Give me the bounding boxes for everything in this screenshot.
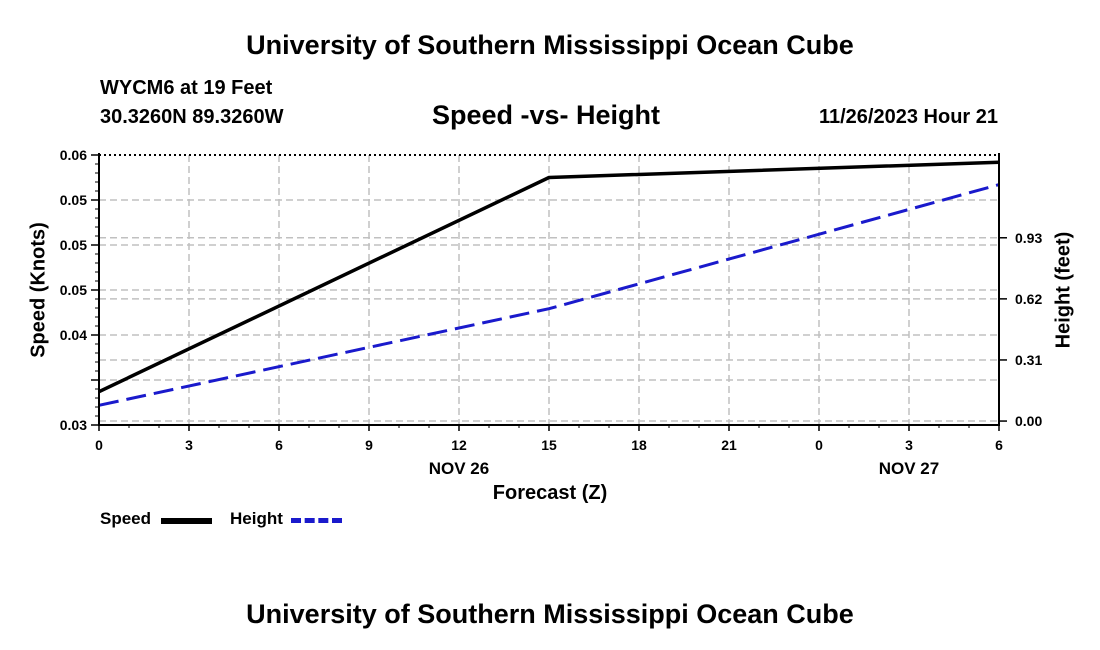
y-tick-label: 0.06 bbox=[60, 147, 87, 163]
series-line-height bbox=[98, 183, 1000, 407]
y-tick-label: 0.05 bbox=[60, 282, 87, 298]
grid bbox=[99, 155, 999, 425]
y2-tick-label: 0.00 bbox=[1015, 413, 1042, 429]
coordinates-label: 30.3260N 89.3260W bbox=[100, 106, 284, 128]
x-date-label: NOV 27 bbox=[879, 459, 939, 478]
footer-title: University of Southern Mississippi Ocean… bbox=[246, 599, 854, 629]
y-tick-label: 0.04 bbox=[60, 327, 87, 343]
station-label: WYCM6 at 19 Feet bbox=[100, 77, 273, 99]
x-tick-label: 3 bbox=[905, 437, 913, 453]
x-tick-label: 0 bbox=[95, 437, 103, 453]
x-tick-label: 6 bbox=[995, 437, 1003, 453]
y2-tick-label: 0.62 bbox=[1015, 291, 1042, 307]
x-tick-label: 3 bbox=[185, 437, 193, 453]
axes bbox=[91, 153, 1007, 431]
datestamp: 11/26/2023 Hour 21 bbox=[818, 106, 998, 128]
x-tick-label: 15 bbox=[541, 437, 557, 453]
y2-tick-label: 0.93 bbox=[1015, 230, 1042, 246]
legend-label-height: Height bbox=[230, 509, 283, 528]
y-tick-label: 0.05 bbox=[60, 192, 87, 208]
series-line-speed bbox=[98, 160, 1000, 394]
y2-tick-label: 0.31 bbox=[1015, 352, 1042, 368]
chart-title: Speed -vs- Height bbox=[432, 100, 661, 130]
legend-swatch-speed bbox=[161, 518, 212, 524]
x-tick-label: 18 bbox=[631, 437, 647, 453]
y-tick-label: 0.03 bbox=[60, 417, 87, 433]
y-axis-label: Speed (Knots) bbox=[27, 222, 50, 358]
x-date-label: NOV 26 bbox=[429, 459, 489, 478]
x-tick-label: 9 bbox=[365, 437, 373, 453]
y-tick-label: 0.05 bbox=[60, 237, 87, 253]
x-tick-label: 0 bbox=[815, 437, 823, 453]
series-layer bbox=[98, 160, 1000, 407]
y2-axis-label: Height (feet) bbox=[1052, 231, 1075, 349]
tick-labels: 0.03 0.04 0.05 0.05 0.05 0.06 0.00 0.31 0.62 0.93… bbox=[60, 147, 1043, 478]
page-title: University of Southern Mississippi Ocean… bbox=[246, 30, 854, 60]
x-tick-label: 21 bbox=[721, 437, 737, 453]
legend-swatch-height bbox=[291, 518, 342, 523]
legend-label-speed: Speed bbox=[100, 509, 152, 528]
x-tick-label: 12 bbox=[451, 437, 467, 453]
x-tick-label: 6 bbox=[275, 437, 283, 453]
x-axis-label: Forecast (Z) bbox=[492, 482, 608, 504]
